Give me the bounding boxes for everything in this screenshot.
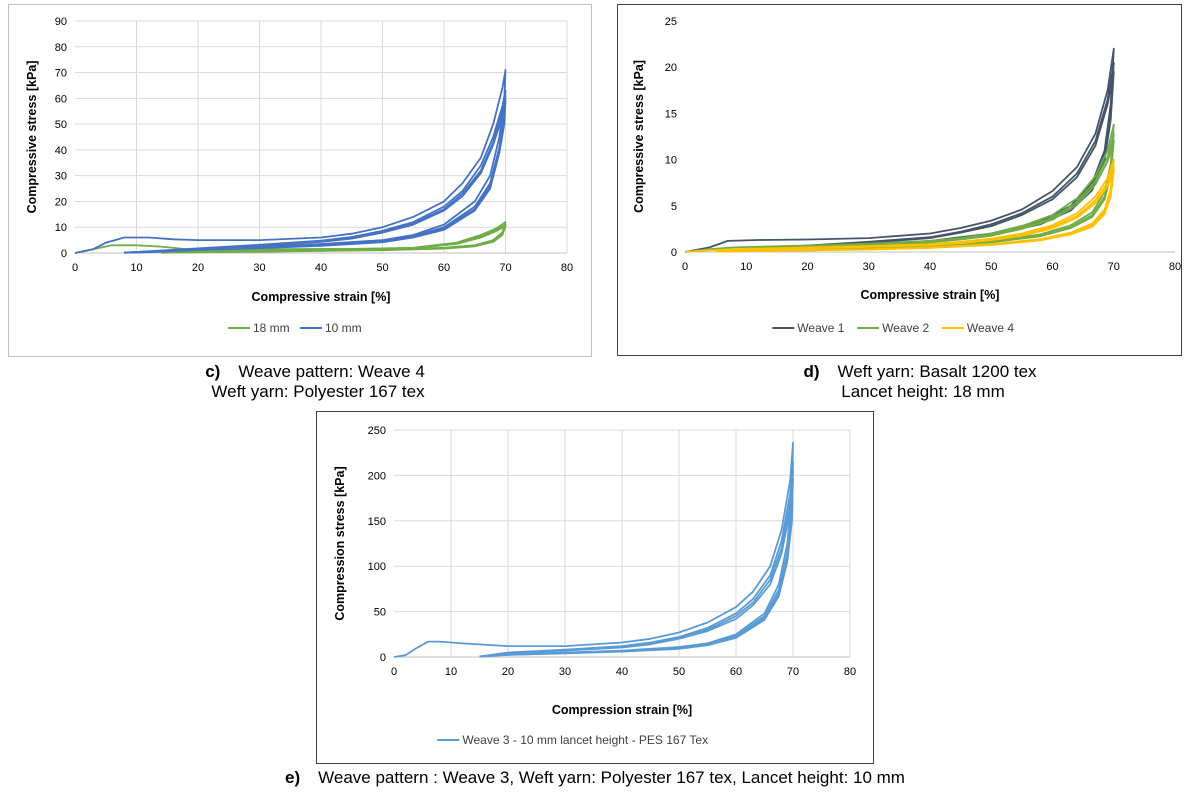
y-tick-label: 20 xyxy=(665,62,677,74)
x-tick-label: 20 xyxy=(502,666,514,678)
y-tick-label: 150 xyxy=(368,516,386,528)
chart-c: 0 10 20 30 40 50 60 70 80 0 10 20 30 40 50 60 70 80 90 Comp… xyxy=(25,16,573,335)
x-tick-label: 40 xyxy=(924,261,936,273)
y-tick-label: 30 xyxy=(55,171,67,183)
legend-label: Weave 1 xyxy=(797,321,844,335)
chart-d-panel: 0 10 20 30 40 50 60 70 80 0 5 10 15 20 25 Compressive s… xyxy=(617,4,1182,356)
caption-c: c) Weave pattern: Weave 4 Weft yarn: Poly… xyxy=(150,362,480,402)
y-tick-label: 10 xyxy=(665,155,677,167)
legend-label: 10 mm xyxy=(325,321,362,335)
x-tick-label: 60 xyxy=(1046,261,1058,273)
caption-d-letter: d) xyxy=(803,362,820,381)
x-tick-label: 10 xyxy=(130,262,142,274)
caption-e: e) Weave pattern : Weave 3, Weft yarn: Po… xyxy=(200,768,990,788)
series-1 xyxy=(393,441,794,658)
y-tick-label: 0 xyxy=(671,247,677,259)
x-tick-label: 20 xyxy=(801,261,813,273)
chart-e-panel: 0 10 20 30 40 50 60 70 80 0 50 100 150 200 250 Compress… xyxy=(316,411,874,764)
series-line xyxy=(479,478,794,658)
y-tick-label: 90 xyxy=(55,16,67,28)
x-tick-label: 10 xyxy=(445,666,457,678)
series-line xyxy=(124,89,507,254)
x-axis-title: Compressive strain [%] xyxy=(252,290,391,304)
x-tick-label: 50 xyxy=(985,261,997,273)
series-2 xyxy=(74,69,507,254)
y-tick-label: 15 xyxy=(665,108,677,120)
chart-d: 0 10 20 30 40 50 60 70 80 0 5 10 15 20 25 Compressive s… xyxy=(632,16,1181,335)
x-tick-label: 70 xyxy=(787,666,799,678)
chart-e: 0 10 20 30 40 50 60 70 80 0 50 100 150 200 250 Compress… xyxy=(333,425,856,747)
x-axis-title: Compression strain [%] xyxy=(552,703,692,717)
y-tick-label: 250 xyxy=(368,425,386,437)
x-tick-label: 60 xyxy=(438,262,450,274)
x-tick-label: 60 xyxy=(730,666,742,678)
y-tick-label: 200 xyxy=(368,470,386,482)
caption-e-line1: Weave pattern : Weave 3, Weft yarn: Poly… xyxy=(318,768,905,787)
y-tick-label: 0 xyxy=(61,248,67,260)
x-tick-label: 30 xyxy=(253,262,265,274)
legend-label: 18 mm xyxy=(253,321,290,335)
y-tick-label: 70 xyxy=(55,68,67,80)
series-2 xyxy=(684,123,1115,253)
x-tick-label: 80 xyxy=(1169,261,1181,273)
x-tick-label: 40 xyxy=(315,262,327,274)
x-tick-label: 0 xyxy=(72,262,78,274)
y-tick-label: 50 xyxy=(374,607,386,619)
x-tick-label: 80 xyxy=(561,262,573,274)
y-tick-label: 80 xyxy=(55,42,67,54)
x-tick-label: 70 xyxy=(1108,261,1120,273)
legend-label: Weave 2 xyxy=(882,321,929,335)
x-tick-label: 20 xyxy=(192,262,204,274)
y-axis-title: Compressive stress [kPa] xyxy=(632,60,646,213)
legend-label: Weave 3 - 10 mm lancet height - PES 167 … xyxy=(462,733,708,747)
series-line xyxy=(161,225,507,254)
y-tick-label: 5 xyxy=(671,201,677,213)
caption-c-letter: c) xyxy=(205,362,221,381)
series-3 xyxy=(684,158,1115,253)
y-axis-title: Compressive stress [kPa] xyxy=(25,61,39,214)
x-tick-label: 0 xyxy=(682,261,688,273)
y-tick-label: 10 xyxy=(55,222,67,234)
x-tick-label: 70 xyxy=(499,262,511,274)
legend-label: Weave 4 xyxy=(967,321,1014,335)
caption-e-letter: e) xyxy=(285,768,301,787)
series-1 xyxy=(74,221,507,254)
series-line xyxy=(715,61,1115,252)
x-tick-label: 80 xyxy=(844,666,856,678)
y-tick-label: 60 xyxy=(55,93,67,105)
x-tick-label: 30 xyxy=(559,666,571,678)
chart-c-panel: 0 10 20 30 40 50 60 70 80 0 10 20 30 40 50 60 70 80 90 Comp… xyxy=(8,4,592,357)
y-tick-label: 20 xyxy=(55,196,67,208)
x-tick-label: 40 xyxy=(616,666,628,678)
caption-c-line1: Weave pattern: Weave 4 xyxy=(238,362,425,381)
y-axis-title: Compression stress [kPa] xyxy=(333,466,347,620)
y-tick-label: 100 xyxy=(368,561,386,573)
caption-c-line2: Weft yarn: Polyester 167 tex xyxy=(211,382,425,401)
x-tick-label: 0 xyxy=(391,666,397,678)
x-axis-title: Compressive strain [%] xyxy=(861,288,1000,302)
y-tick-label: 40 xyxy=(55,145,67,157)
series-line xyxy=(124,100,507,254)
x-tick-label: 50 xyxy=(673,666,685,678)
series-line xyxy=(74,69,507,254)
x-tick-label: 50 xyxy=(376,262,388,274)
series-line xyxy=(393,441,794,658)
y-tick-label: 25 xyxy=(665,16,677,28)
series-line xyxy=(715,169,1115,253)
caption-d-line1: Weft yarn: Basalt 1200 tex xyxy=(837,362,1037,381)
y-tick-label: 50 xyxy=(55,119,67,131)
x-tick-label: 30 xyxy=(863,261,875,273)
series-line xyxy=(124,94,507,254)
caption-d-line2: Lancet height: 18 mm xyxy=(841,382,1005,401)
x-tick-label: 10 xyxy=(740,261,752,273)
caption-d: d) Weft yarn: Basalt 1200 tex Lancet heig… xyxy=(755,362,1085,402)
y-tick-label: 0 xyxy=(380,652,386,664)
